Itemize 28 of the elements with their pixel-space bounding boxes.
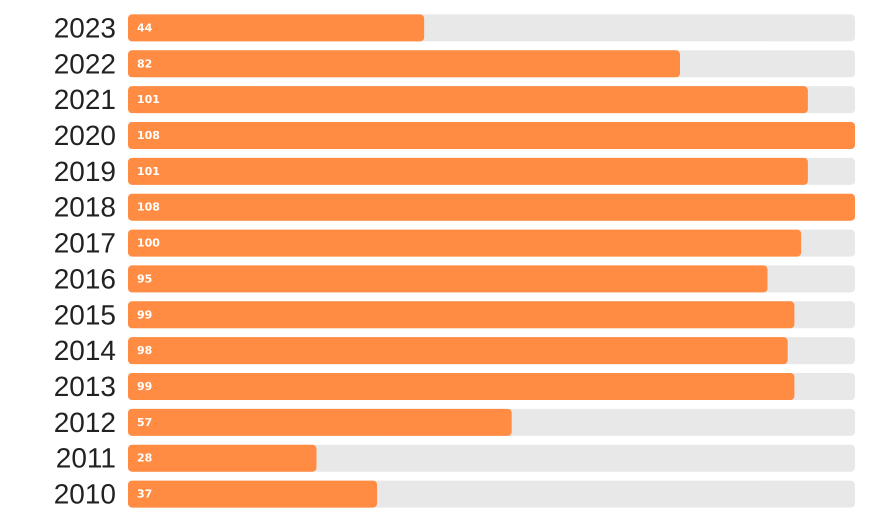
y-tick-label: 2023	[54, 12, 116, 44]
y-tick-label: 2020	[54, 120, 116, 151]
data-label: 108	[137, 200, 160, 214]
y-tick-label: 2011	[56, 442, 116, 474]
data-label: 100	[137, 236, 160, 250]
data-label: 99	[137, 308, 152, 322]
data-label: 57	[137, 416, 152, 429]
data-label: 95	[137, 272, 152, 286]
y-tick-label: 2017	[54, 228, 116, 259]
data-label: 28	[137, 452, 152, 465]
data-label: 44	[137, 21, 153, 34]
y-tick-label: 2015	[54, 299, 116, 330]
data-label: 99	[137, 380, 152, 393]
y-tick-label: 2016	[54, 263, 116, 294]
y-tick-label: 2013	[54, 371, 116, 402]
data-label: 108	[137, 129, 160, 142]
y-tick-label: 2022	[54, 48, 116, 80]
data-label: 82	[137, 57, 152, 70]
data-label: 37	[137, 488, 152, 501]
data-label: 101	[137, 93, 160, 106]
y-tick-label: 2014	[54, 335, 116, 366]
y-tick-label: 2019	[54, 156, 116, 187]
y-tick-label: 2021	[54, 84, 116, 116]
data-label: 98	[137, 344, 152, 358]
data-label: 101	[137, 164, 160, 178]
y-tick-label: 2018	[54, 192, 116, 223]
y-tick-label: 2010	[54, 478, 116, 510]
y-tick-label: 2012	[54, 406, 116, 438]
